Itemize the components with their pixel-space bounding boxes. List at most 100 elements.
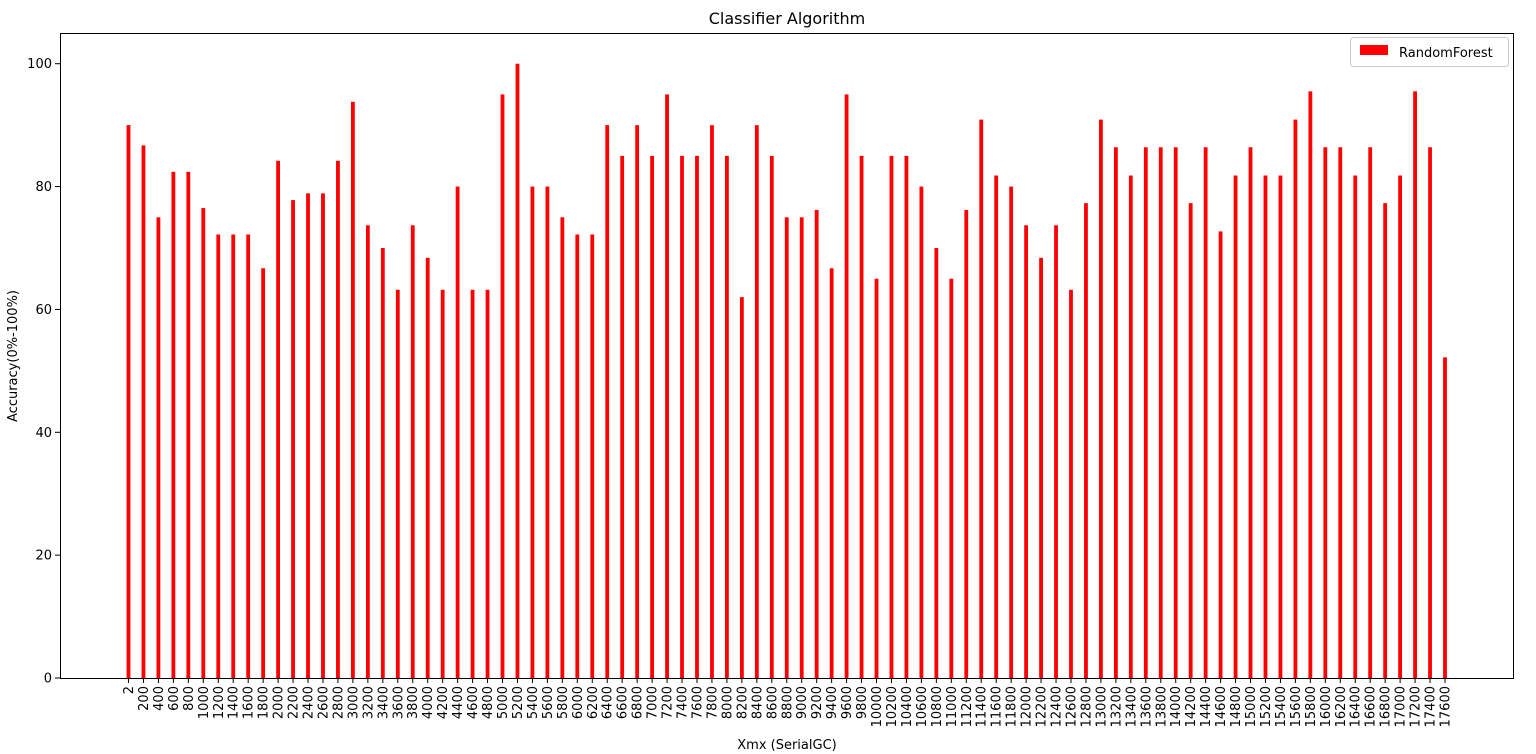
x-tick-label: 17200	[1409, 686, 1424, 727]
bar	[859, 155, 864, 678]
x-tick-label: 2600	[316, 686, 331, 719]
x-tick-label: 4600	[466, 686, 481, 719]
x-tick-label: 9800	[855, 686, 870, 719]
x-tick-label: 13400	[1124, 686, 1139, 727]
x-tick-label: 4200	[436, 686, 451, 719]
bar	[425, 257, 430, 678]
x-tick-label: 3800	[406, 686, 421, 719]
bar	[754, 125, 759, 678]
bar	[695, 155, 699, 678]
y-tick-label: 20	[35, 549, 52, 564]
x-tick-label: 9200	[810, 686, 825, 719]
x-tick-label: 1800	[257, 686, 272, 719]
bar	[769, 155, 774, 678]
bar	[590, 234, 595, 678]
y-tick-label: 60	[35, 303, 52, 318]
y-tick-label: 0	[44, 672, 52, 687]
bar	[141, 145, 146, 678]
bar	[844, 94, 849, 678]
bar	[575, 234, 580, 678]
bar	[156, 217, 161, 679]
bar	[276, 160, 281, 678]
bar	[725, 155, 729, 678]
bar	[515, 63, 520, 678]
bar	[904, 155, 909, 678]
x-tick-label: 16200	[1334, 686, 1349, 727]
x-tick-label: 2200	[287, 686, 302, 719]
bar	[1054, 225, 1058, 678]
x-tick-label: 16400	[1349, 686, 1364, 727]
bar	[739, 297, 744, 678]
x-tick-label: 12600	[1064, 686, 1079, 727]
bar	[665, 94, 669, 678]
x-tick-label: 1600	[242, 686, 257, 719]
bar	[919, 186, 924, 679]
bar	[1188, 203, 1193, 678]
x-tick-label: 1200	[212, 686, 227, 719]
x-tick-label: 1000	[197, 686, 212, 719]
x-tick-label: 12000	[1020, 686, 1035, 727]
bar	[1263, 175, 1268, 678]
x-tick-label: 3400	[376, 686, 391, 719]
bar	[1233, 175, 1238, 678]
x-tick-label: 6600	[616, 686, 631, 719]
x-tick-label: 7800	[705, 686, 720, 719]
x-tick-label: 14600	[1214, 686, 1229, 727]
bar	[605, 125, 610, 678]
x-tick-label: 16000	[1319, 686, 1334, 727]
x-tick-label: 9400	[825, 686, 840, 719]
x-tick-label: 6200	[586, 686, 601, 719]
bar	[410, 225, 415, 678]
x-tick-label: 3200	[361, 686, 376, 719]
y-tick-label: 40	[35, 426, 52, 441]
bar	[246, 234, 251, 678]
x-tick-label: 2	[122, 686, 137, 694]
bar	[500, 94, 505, 678]
bar	[306, 193, 310, 679]
bar	[1039, 257, 1043, 678]
bar	[710, 125, 714, 678]
x-tick-label: 8000	[720, 686, 735, 719]
y-tick-label: 80	[35, 180, 52, 195]
bar	[1428, 147, 1432, 678]
bar	[1323, 147, 1328, 678]
bar	[1158, 147, 1163, 678]
bar	[799, 217, 804, 679]
bar	[1293, 119, 1298, 679]
bar	[1113, 147, 1118, 678]
bar	[231, 234, 236, 678]
x-tick-label: 12400	[1050, 686, 1065, 727]
x-tick-label: 13600	[1139, 686, 1154, 727]
bar	[365, 225, 370, 678]
chart-title: Classifier Algorithm	[709, 9, 865, 28]
x-tick-label: 8800	[780, 686, 795, 719]
bar	[1203, 147, 1208, 678]
x-tick-label: 14800	[1229, 686, 1244, 727]
bar	[874, 278, 879, 678]
x-tick-label: 9600	[840, 686, 855, 719]
bar	[829, 268, 834, 678]
x-tick-label: 200	[137, 686, 152, 711]
x-tick-label: 15600	[1289, 686, 1304, 727]
bar	[485, 289, 490, 678]
x-tick-label: 14400	[1199, 686, 1214, 727]
bars-group	[126, 63, 1447, 679]
x-tick-label: 10200	[885, 686, 900, 727]
bar	[1143, 147, 1148, 678]
x-tick-label: 14000	[1169, 686, 1184, 727]
bar	[1338, 147, 1343, 678]
x-tick-label: 5600	[541, 686, 556, 719]
x-tick-label: 11400	[975, 686, 990, 727]
x-tick-label: 10800	[930, 686, 945, 727]
bar	[1308, 91, 1313, 679]
y-axis: 0 20 40 60 80 100	[27, 57, 60, 687]
bar	[470, 289, 475, 678]
bar	[889, 155, 894, 678]
bar	[1398, 175, 1403, 678]
bar	[216, 234, 221, 678]
bar	[530, 186, 535, 679]
x-tick-label: 8200	[735, 686, 750, 719]
bar	[814, 209, 819, 678]
x-tick-label: 5400	[526, 686, 541, 719]
bar	[1278, 175, 1283, 678]
